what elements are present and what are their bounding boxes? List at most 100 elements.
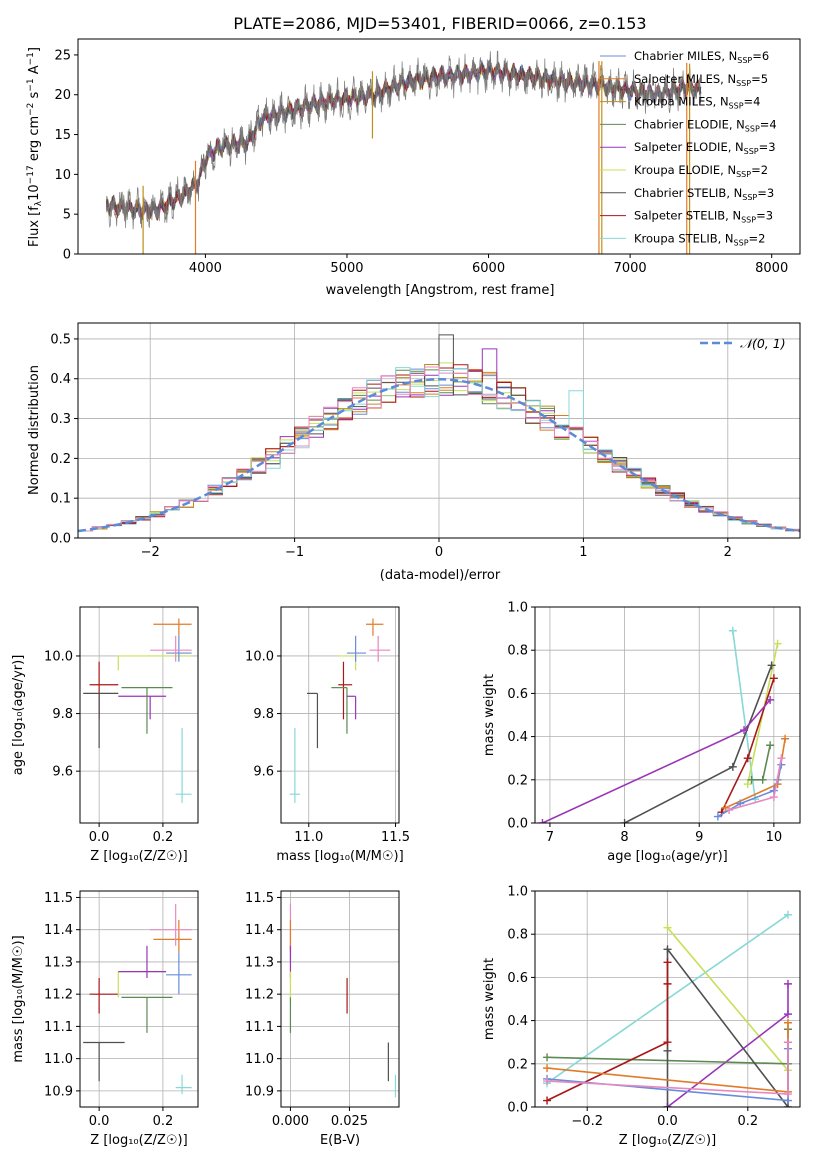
ylabel-sup: −1 <box>26 52 36 65</box>
histogram-series <box>78 366 800 532</box>
errorbar-point <box>338 661 353 720</box>
x-tick-label: −1 <box>285 545 304 560</box>
legend-sub: SSP <box>745 124 760 133</box>
y-tick-label: 9.8 <box>52 707 73 722</box>
y-tick-label: 10.9 <box>44 1084 73 1099</box>
y-tick-label: 10.9 <box>245 1084 274 1099</box>
legend-entry: Salpeter STELIB, NSSP=3 <box>634 209 773 225</box>
residuals-xlabel: (data-model)/error <box>380 568 501 583</box>
weight-marker <box>766 695 775 704</box>
ylabel-part: ] <box>27 47 42 52</box>
x-tick-label: 0.025 <box>331 1114 368 1129</box>
errorbar-point <box>346 635 367 662</box>
errorbar-point <box>150 903 192 946</box>
weight-series <box>663 923 792 1075</box>
errorbar-point <box>89 978 119 1014</box>
mass-vs-Z-panel: 0.0 0.2 10.9 11.0 11.1 11.2 11.3 11.4 11.5 Z [log… <box>11 890 199 1148</box>
errorbar-point <box>307 692 319 749</box>
x-tick-label: 0.2 <box>153 830 174 845</box>
weight-series <box>538 695 775 823</box>
weight-series <box>747 741 775 784</box>
y-tick-label: 11.0 <box>44 1052 73 1067</box>
x-tick-label: 0.0 <box>89 1114 110 1129</box>
legend-sub: SSP <box>734 238 749 247</box>
y-tick-label: 11.0 <box>245 1052 274 1067</box>
legend-tail: =5 <box>751 72 768 86</box>
legend-label: Chabrier STELIB, N <box>634 186 742 200</box>
y-axis-label: mass weight <box>482 958 497 1040</box>
residuals-panel: −2 −1 0 1 2 0.0 0.1 0.2 0.3 0.4 0.5 𝒩(0, 1) (data-m… <box>27 322 801 583</box>
weight-marker <box>740 726 749 735</box>
x-axis-label: E(B-V) <box>320 1133 360 1148</box>
errorbar-point <box>118 945 167 979</box>
weight-series <box>725 754 786 815</box>
ylabel-sup: −17 <box>26 165 36 184</box>
axes-frame <box>534 606 801 824</box>
x-tick-label: 9 <box>695 830 703 845</box>
weight-series <box>728 626 760 804</box>
ylabel-sup: −1 <box>26 78 36 91</box>
x-tick-label: 0.0 <box>89 830 110 845</box>
legend-entry: Chabrier ELODIE, NSSP=4 <box>634 117 777 133</box>
axes-frame <box>280 606 400 824</box>
normal-curve <box>78 377 800 533</box>
plot-area <box>289 903 397 1098</box>
y-tick-label: 0.4 <box>507 730 528 745</box>
axes-frame <box>77 322 801 539</box>
y-tick-label: 0.3 <box>50 412 71 427</box>
plot-area <box>83 618 192 803</box>
y-tick-label: 15 <box>54 128 71 143</box>
legend-entry: Kroupa STELIB, NSSP=2 <box>634 231 765 247</box>
errorbar-point <box>118 695 167 720</box>
weight-marker <box>663 958 672 967</box>
y-tick-label: 11.5 <box>245 891 274 906</box>
y-tick-label: 9.6 <box>253 765 274 780</box>
weight-marker <box>747 775 756 784</box>
y-tick-label: 1.0 <box>507 601 528 616</box>
x-tick-label: 8 <box>620 830 628 845</box>
weight-marker <box>783 1090 792 1099</box>
errorbar-point <box>366 618 384 636</box>
legend-label: Salpeter MILES, N <box>634 72 736 86</box>
y-axis-label: mass weight <box>482 674 497 756</box>
weight-marker <box>543 1064 552 1073</box>
ylabel-part: s <box>27 91 42 102</box>
errorbar-point <box>175 1074 192 1095</box>
x-tick-label: 10 <box>766 830 783 845</box>
y-tick-label: 0.2 <box>507 773 528 788</box>
x-tick-label: 2 <box>724 545 732 560</box>
spectrum-xlabel: wavelength [Angstrom, rest frame] <box>326 283 555 298</box>
legend-entry: Salpeter ELODIE, NSSP=3 <box>634 140 776 156</box>
weight-marker <box>781 734 790 743</box>
weight-marker <box>543 1053 552 1062</box>
y-tick-label: 0.0 <box>507 1101 528 1116</box>
weight-marker <box>543 1096 552 1105</box>
y-tick-label: 0 <box>63 248 71 263</box>
y-tick-label: 0.4 <box>507 1014 528 1029</box>
mass-vs-EBV-panel: 0.000 0.025 10.9 11.0 11.1 11.2 11.3 11.4 11.5 E(… <box>245 890 400 1148</box>
weight-marker <box>743 754 752 763</box>
x-axis-label: mass [log₁₀(M/M☉)] <box>276 849 403 864</box>
x-tick-label: 0.0 <box>657 1114 678 1129</box>
ylabel-part: Flux [f <box>27 206 42 247</box>
age-vs-Z-panel: 0.0 0.2 9.6 9.8 10.0 Z [log₁₀(Z/Z☉)] age [log₁… <box>11 606 199 864</box>
y-tick-label: 10 <box>54 168 71 183</box>
x-tick-label: 5000 <box>330 261 363 276</box>
errorbar-point <box>338 655 357 671</box>
legend-tail: =2 <box>749 231 766 245</box>
weight-marker <box>663 1038 672 1047</box>
legend-tail: =3 <box>757 186 774 200</box>
weight-series <box>620 661 776 823</box>
y-tick-label: 11.3 <box>245 955 274 970</box>
weight-vs-Z-panel: −0.2 0.0 0.2 0.0 0.2 0.4 0.6 0.8 1.0 Z [log₁₀(Z/Z… <box>482 885 801 1148</box>
x-tick-label: 0 <box>435 545 443 560</box>
x-axis-label: Z [log₁₀(Z/Z☉)] <box>90 1133 187 1148</box>
y-tick-label: 0.2 <box>507 1057 528 1072</box>
legend-label: Kroupa ELODIE, N <box>634 163 736 177</box>
legend-sub: SSP <box>729 102 744 111</box>
weight-line <box>666 927 789 1071</box>
y-tick-label: 9.6 <box>52 765 73 780</box>
weight-marker <box>783 1038 792 1047</box>
weight-marker <box>769 674 778 683</box>
